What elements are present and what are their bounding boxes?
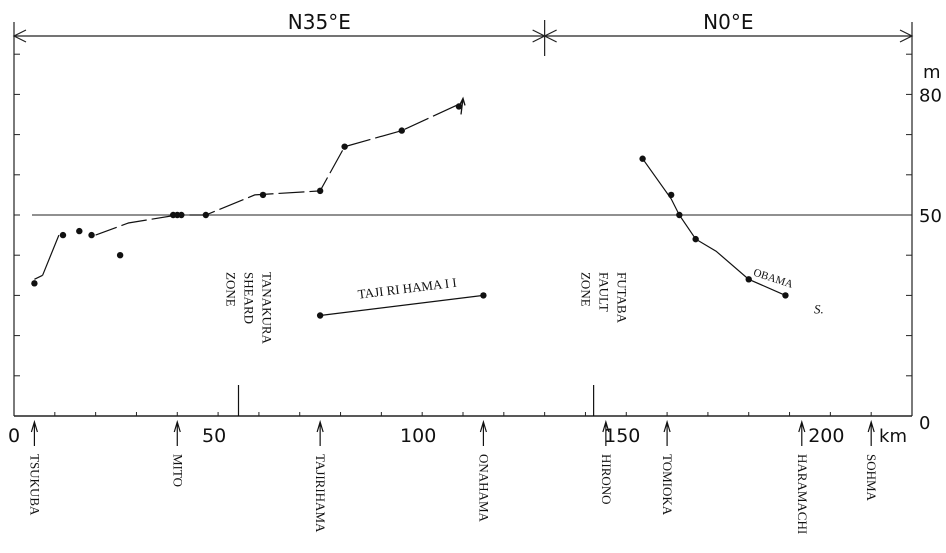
location-arrow-icon	[867, 419, 875, 446]
x-tick-label: 200	[808, 425, 844, 447]
data-point	[31, 280, 38, 287]
axes-layer	[12, 20, 914, 417]
data-point	[676, 211, 683, 219]
location-arrow-icon	[663, 419, 671, 446]
data-point	[316, 187, 324, 195]
data-point	[316, 312, 324, 319]
location-arrow-icon	[602, 419, 610, 446]
data-point	[692, 235, 699, 243]
data-point	[116, 252, 124, 259]
zone-label-line: FUTABA	[615, 272, 630, 324]
location-arrow-icon	[316, 419, 324, 446]
direction-arrowhead	[899, 29, 914, 43]
data-point	[341, 143, 348, 150]
zone-label-line: TANAKURA	[260, 272, 275, 345]
series-line	[320, 294, 484, 317]
data-point	[398, 127, 405, 134]
annotation-label: OBAMA	[752, 267, 795, 291]
direction-label: N35°E	[288, 10, 351, 34]
data-point	[455, 103, 463, 110]
data-point	[259, 191, 267, 199]
data-point	[202, 211, 210, 219]
direction-arrowhead	[12, 29, 27, 43]
location-label: ONAHAMA	[476, 454, 491, 523]
data-point	[76, 227, 83, 235]
location-arrow-icon	[479, 419, 487, 446]
zone-label-line: SHEARD	[242, 272, 257, 324]
series-line	[34, 274, 43, 280]
x-tick-label: 50	[202, 425, 226, 447]
data-point	[59, 231, 67, 239]
data-point	[639, 155, 646, 162]
location-arrow-icon	[173, 419, 181, 446]
series-layer	[30, 96, 875, 446]
x-tick-label: 100	[400, 425, 436, 447]
zone-label-line: ZONE	[224, 272, 239, 307]
data-point	[667, 191, 675, 199]
location-label: HARAMACHI	[795, 454, 810, 534]
labels-layer: 0 50 100 150 200 km 0 50 80m N35°E N0°E TAJI RI HAM…	[8, 10, 942, 534]
data-point	[88, 231, 95, 239]
location-label: MITO	[170, 454, 185, 487]
location-label: TSUKUBA	[27, 454, 42, 516]
zone-label-line: ZONE	[579, 272, 594, 307]
series-line	[189, 101, 464, 216]
annotation-label: S.	[814, 301, 824, 316]
zone-label-line: FAULT	[597, 272, 612, 312]
data-point	[480, 292, 487, 299]
x-unit-label: km	[879, 426, 907, 447]
location-arrow-icon	[30, 419, 38, 446]
y-tick-label: 50	[919, 206, 942, 227]
data-point	[745, 276, 752, 283]
series-label: TAJI RI HAMA I I	[357, 275, 457, 302]
location-label: HIRONO	[599, 454, 614, 505]
y-tick-label: 0	[919, 413, 930, 434]
x-tick-label: 0	[8, 425, 20, 447]
y-unit-label: m	[923, 62, 941, 83]
y-tick-label: 80	[919, 85, 942, 106]
location-label: SOHMA	[864, 454, 879, 502]
x-tick-label: 150	[604, 425, 640, 447]
data-point	[178, 211, 185, 219]
data-point	[782, 292, 789, 299]
direction-label: N0°E	[703, 10, 753, 34]
location-label: TAJIRIHAMA	[313, 454, 328, 533]
series-line	[95, 214, 178, 236]
series-line	[42, 234, 60, 276]
uplift-arrow-icon	[459, 96, 466, 115]
location-label: TOMIOKA	[660, 454, 675, 516]
location-arrow-icon	[798, 419, 806, 446]
